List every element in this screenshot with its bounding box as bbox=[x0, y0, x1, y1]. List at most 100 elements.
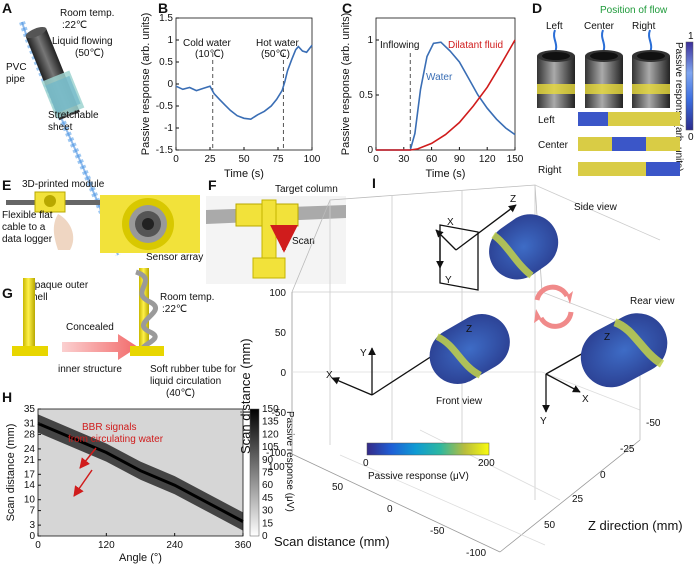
g-illustration bbox=[12, 268, 164, 360]
chart-b-xtick-label: 0 bbox=[173, 154, 179, 165]
d-colorbar bbox=[685, 41, 694, 131]
chart-c-ytick-label: 0 bbox=[367, 145, 373, 156]
row-right: Right bbox=[538, 165, 562, 176]
chart-h-ytick-label: 17 bbox=[24, 469, 36, 480]
i-cbar-max: 200 bbox=[478, 458, 495, 469]
chart-h-band-core bbox=[37, 422, 244, 523]
d-strips bbox=[578, 112, 680, 176]
label-tube-2: liquid circulation bbox=[150, 376, 221, 387]
chart-h-xtick-label: 120 bbox=[98, 540, 115, 551]
col-right: Right bbox=[632, 21, 656, 32]
d-cbar-max: 1 bbox=[688, 31, 694, 42]
panel-letter-d: D bbox=[532, 0, 542, 16]
chart-h-cbar-tick: 75 bbox=[262, 468, 274, 479]
label-cold-water: Cold water bbox=[183, 38, 231, 49]
chart-h-axes-frame bbox=[37, 408, 244, 537]
i-3d-box bbox=[291, 184, 661, 553]
chart-h-xtick-label: 360 bbox=[235, 540, 252, 551]
label-liquid-temp: (50℃) bbox=[75, 48, 104, 59]
d-cbar-min: 0 bbox=[688, 132, 694, 143]
chart-c: 0 30 60 90 120 150 0 0.5 1 Time (s) Passive respon… bbox=[340, 13, 524, 180]
rotate-arrows bbox=[534, 284, 574, 329]
chart-h-ytick-label: 3 bbox=[29, 520, 35, 531]
chart-b-ytick-label: 0 bbox=[167, 79, 173, 90]
label-concealed: Concealed bbox=[66, 322, 114, 333]
chart-h-ytick-label: 7 bbox=[29, 506, 35, 517]
col-left: Left bbox=[546, 21, 563, 32]
chart-b-xtick-label: 75 bbox=[272, 154, 284, 165]
i-ytick-3: 25 bbox=[572, 494, 584, 505]
i-xtick-0: 100 bbox=[268, 462, 285, 473]
i-cbar-label: Passive response (μV) bbox=[368, 471, 469, 482]
i-zlabel: Scan distance (mm) bbox=[238, 338, 253, 454]
chart-c-xtick-label: 60 bbox=[426, 154, 438, 165]
panel-letter-c: C bbox=[342, 0, 352, 16]
chart-h-ytick-label: 28 bbox=[24, 429, 36, 440]
label-scan: Scan bbox=[292, 236, 315, 247]
panel-letter-i: I bbox=[372, 175, 376, 191]
panel-letter-e: E bbox=[2, 177, 11, 193]
d-cbar-label: Passive response (arb. units) bbox=[673, 42, 684, 172]
axis-z-side: Z bbox=[510, 194, 516, 205]
label-rear-view: Rear view bbox=[630, 296, 675, 307]
i-ytick-1: -25 bbox=[620, 444, 635, 455]
i-front-view bbox=[331, 314, 510, 396]
i-ztick-3: -50 bbox=[272, 408, 287, 419]
i-ytick-0: -50 bbox=[646, 418, 661, 429]
chart-h-xlabel: Angle (°) bbox=[119, 552, 162, 564]
label-3d-module: 3D-printed module bbox=[22, 179, 105, 190]
chart-b-ytick-label: 1 bbox=[167, 35, 173, 46]
label-stretchable: Stretchable bbox=[48, 110, 99, 121]
chart-b-ytick-label: 1.5 bbox=[159, 13, 173, 24]
chart-b-xlabel: Time (s) bbox=[224, 168, 264, 180]
label-g-room-temp-value: :22℃ bbox=[162, 304, 187, 315]
chart-h-cbar-tick: 150 bbox=[262, 404, 279, 415]
chart-h-ytick-label: 14 bbox=[24, 480, 36, 491]
i-ztick-2: 0 bbox=[280, 368, 286, 379]
i-colorbar bbox=[366, 442, 490, 456]
label-front-view: Front view bbox=[436, 396, 483, 407]
chart-b-ytick-label: -0.5 bbox=[156, 101, 174, 112]
label-inner-structure: inner structure bbox=[58, 364, 122, 375]
chart-c-series-line bbox=[376, 41, 516, 151]
i-ztick-4: -100 bbox=[266, 448, 286, 459]
label-shell-1: Opaque outer bbox=[27, 280, 89, 291]
label-inflowing: Inflowing bbox=[380, 40, 419, 51]
chart-c-xtick-label: 150 bbox=[507, 154, 524, 165]
chart-c-series-line bbox=[376, 39, 516, 151]
chart-h-cbar-tick: 15 bbox=[262, 518, 274, 529]
panel-letter-a: A bbox=[2, 0, 12, 16]
i-ytick-2: 0 bbox=[600, 470, 606, 481]
chart-b-ytick-label: 0.5 bbox=[159, 57, 173, 68]
chart-h-cbar-tick: 135 bbox=[262, 417, 279, 428]
label-side-view: Side view bbox=[574, 202, 618, 213]
i-ztick-1: 50 bbox=[275, 328, 287, 339]
label-sensor-array: Sensor array bbox=[146, 252, 203, 263]
label-cable-1: Flexible flat bbox=[2, 210, 53, 221]
i-xtick-2: 0 bbox=[387, 504, 393, 515]
label-dilatant: Dilatant fluid bbox=[448, 40, 503, 51]
e-photo bbox=[6, 191, 200, 253]
chart-h-cbar-tick: 90 bbox=[262, 455, 274, 466]
label-target-column: Target column bbox=[275, 184, 338, 195]
axis-y-front: Y bbox=[360, 348, 367, 359]
chart-c-xlabel: Time (s) bbox=[426, 168, 466, 180]
f-photo bbox=[206, 196, 346, 284]
chart-b-xtick-label: 50 bbox=[238, 154, 250, 165]
axis-z-front: Z bbox=[466, 324, 472, 335]
i-ytick-4: 50 bbox=[544, 520, 556, 531]
label-hot-temp: (50℃) bbox=[261, 49, 290, 60]
axis-x-side: X bbox=[447, 217, 454, 228]
chart-c-axes-frame bbox=[375, 17, 516, 151]
label-cable-2: cable to a bbox=[2, 222, 46, 233]
chart-h-ytick-label: 24 bbox=[24, 444, 36, 455]
chart-h-ytick-label: 0 bbox=[29, 531, 35, 542]
label-position-of-flow: Position of flow bbox=[600, 5, 668, 16]
label-water: Water bbox=[426, 72, 453, 83]
i-ylabel: Z direction (mm) bbox=[588, 518, 683, 533]
chart-h-ytick-label: 21 bbox=[24, 455, 36, 466]
chart-b-xtick-label: 25 bbox=[204, 154, 216, 165]
